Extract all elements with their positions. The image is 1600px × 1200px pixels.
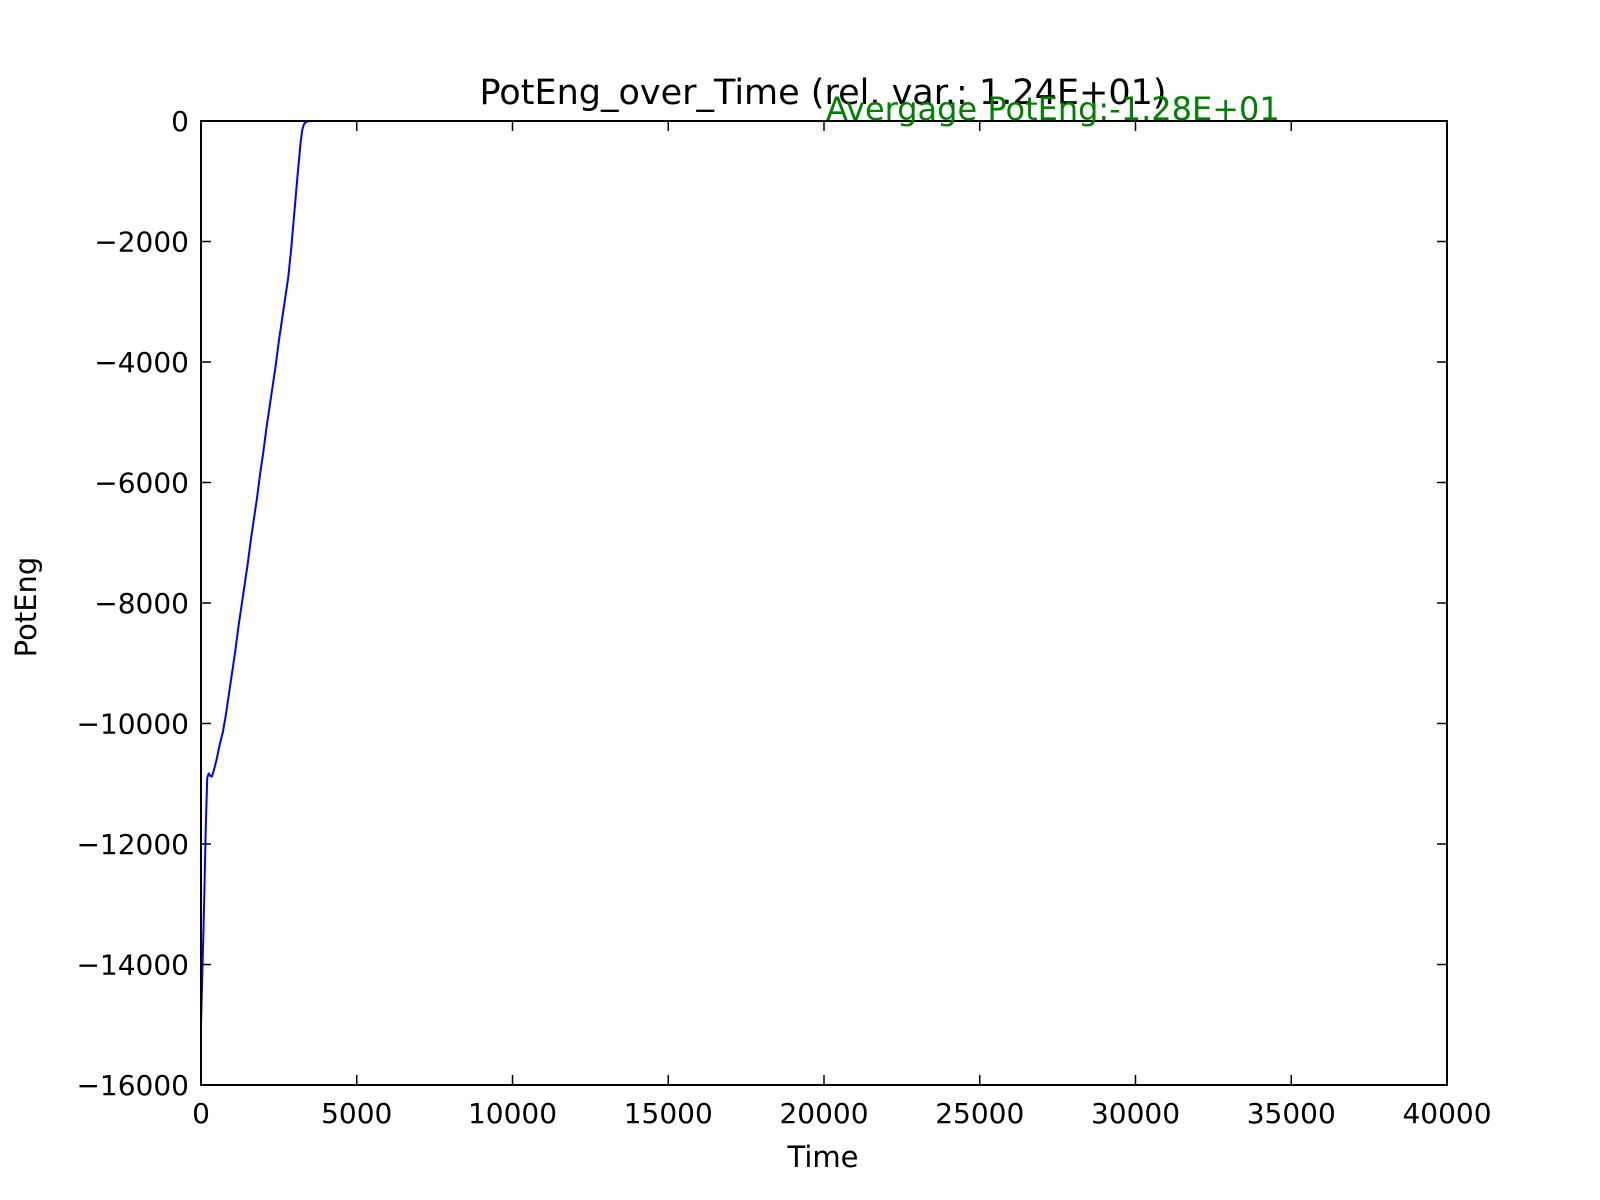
- axes-frame: [200, 120, 1448, 1086]
- x-tick-label: 30000: [1091, 1097, 1180, 1130]
- plot-background: [201, 121, 1447, 1085]
- y-tick-label: −12000: [76, 828, 189, 861]
- y-tick-label: 0: [171, 105, 189, 138]
- y-tick-label: −2000: [94, 226, 189, 259]
- x-tick-label: 40000: [1402, 1097, 1491, 1130]
- y-axis-label: PotEng: [9, 557, 43, 658]
- y-tick-label: −8000: [94, 587, 189, 620]
- y-tick-label: −16000: [76, 1069, 189, 1102]
- x-tick-label: 20000: [779, 1097, 868, 1130]
- x-tick-label: 35000: [1247, 1097, 1336, 1130]
- average-annotation: Avergage PotEng:-1.28E+01: [826, 90, 1280, 128]
- y-tick-label: −4000: [94, 346, 189, 379]
- plot-area: [201, 121, 1447, 1085]
- x-tick-label: 10000: [468, 1097, 557, 1130]
- y-tick-label: −14000: [76, 949, 189, 982]
- x-axis-label: Time: [787, 1140, 859, 1174]
- ticks-layer: 0 5000 10000 15000 20000 25000 30000 35000 40000…: [76, 105, 1491, 1130]
- plot-frame: [200, 120, 1448, 1086]
- y-tick-label: −6000: [94, 467, 189, 500]
- x-tick-label: 0: [192, 1097, 210, 1130]
- x-tick-label: 15000: [624, 1097, 713, 1130]
- x-tick-label: 25000: [935, 1097, 1024, 1130]
- chart-title: PotEng_over_Time (rel. var.: 1.24E+01): [479, 73, 1166, 113]
- x-tick-label: 5000: [321, 1097, 392, 1130]
- y-tick-label: −10000: [76, 708, 189, 741]
